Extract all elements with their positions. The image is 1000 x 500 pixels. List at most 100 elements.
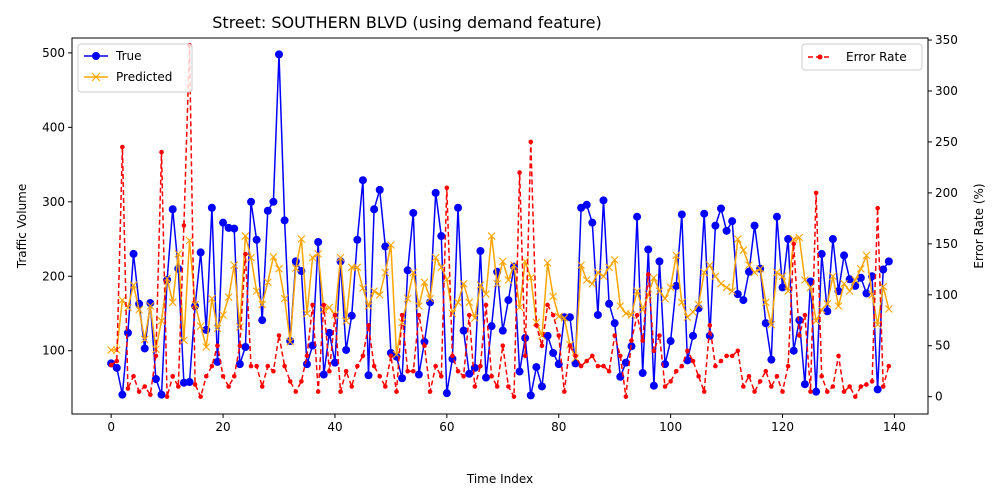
series-error-rate-point <box>724 353 729 359</box>
series-true-point <box>269 197 278 206</box>
series-error-rate-point <box>136 389 142 394</box>
series-error-rate-point <box>433 363 438 369</box>
series-predicted-point <box>168 298 177 307</box>
series-error-rate-point <box>472 384 478 389</box>
series-true-point <box>157 390 166 399</box>
series-predicted-point <box>219 311 227 319</box>
series-error-rate-point <box>707 323 713 328</box>
series-predicted-point <box>325 303 334 312</box>
series-error-rate-point <box>629 338 634 343</box>
series-error-rate-point <box>164 394 170 399</box>
series-error-rate-point <box>198 394 203 399</box>
series-error-rate-point <box>757 379 763 384</box>
series-error-rate-point <box>746 373 752 379</box>
series-error-rate-point <box>836 353 841 359</box>
series-true-point <box>565 313 574 322</box>
series-true-point <box>817 249 826 258</box>
series-error-rate-point <box>701 389 707 394</box>
series-true-point <box>778 283 787 292</box>
series-predicted-point <box>107 346 116 354</box>
series-error-rate-point <box>293 389 299 394</box>
series-predicted-point <box>661 294 669 303</box>
series-predicted-point <box>588 279 597 288</box>
series-true-point <box>795 316 804 325</box>
series-true-point <box>482 373 491 382</box>
series-true-point <box>353 235 362 244</box>
series-error-rate-point <box>243 251 248 257</box>
series-true-point <box>515 367 524 376</box>
series-error-rate-point <box>360 353 366 359</box>
series-true-point <box>235 360 244 369</box>
series-predicted-point <box>767 320 776 329</box>
series-true-point <box>767 355 776 364</box>
series-error-rate-point <box>153 353 159 359</box>
series-error-rate-point <box>612 333 617 338</box>
series-error-rate-point <box>780 389 785 394</box>
series-predicted-point <box>364 302 373 310</box>
series-predicted-point <box>823 299 832 308</box>
series-true-point <box>118 390 127 399</box>
series-error-rate-point <box>634 312 640 318</box>
series-predicted-point <box>549 292 558 301</box>
series-error-rate-point <box>371 363 377 369</box>
series-predicted-point <box>286 337 295 346</box>
y-tick-label: 300 <box>42 195 65 209</box>
series-true-point <box>112 363 121 372</box>
series-error-rate-point <box>813 190 819 196</box>
series-error-rate-point <box>226 384 231 389</box>
series-predicted-point <box>829 272 837 281</box>
series-error-rate-point <box>657 333 662 338</box>
series-predicted-point <box>263 278 272 287</box>
series-predicted-point <box>275 264 283 273</box>
series-error-rate-point <box>483 302 489 308</box>
series-predicted-point <box>739 246 748 255</box>
series-error-rate-point <box>522 353 528 359</box>
series-error-rate-point <box>500 343 506 349</box>
series-predicted-point <box>459 279 468 288</box>
series-error-rate-point <box>410 368 416 374</box>
series-predicted-point <box>873 320 882 329</box>
series-predicted-point <box>135 305 144 314</box>
y2-tick-label: 350 <box>935 33 958 47</box>
series-true-point <box>325 328 334 337</box>
series-true-point <box>599 196 608 205</box>
series-predicted-point <box>476 281 485 290</box>
series-true-point <box>398 374 407 383</box>
series-error-rate-point <box>399 312 405 318</box>
series-error-rate-point <box>713 363 718 369</box>
series-predicted-point <box>672 251 681 260</box>
series-predicted-point <box>812 317 820 325</box>
series-predicted-point <box>493 279 502 288</box>
series-true-point <box>633 212 642 221</box>
series-error-rate-point <box>662 384 668 389</box>
series-true-point <box>733 290 742 299</box>
series-error-rate-point <box>880 384 886 389</box>
series-predicted-point <box>851 276 860 284</box>
series-predicted-point <box>627 311 636 319</box>
series-error-rate-point <box>265 363 271 369</box>
series-predicted-point <box>202 343 211 351</box>
series-predicted-point <box>487 232 496 240</box>
series-predicted-point <box>700 268 709 277</box>
legend-right: Error Rate <box>801 43 923 71</box>
series-predicted-point <box>621 309 630 318</box>
series-error-rate-point <box>847 384 852 389</box>
series-predicted-point <box>840 279 848 288</box>
series-true-point <box>426 298 435 307</box>
series-true-point <box>280 216 289 225</box>
series-predicted-point <box>342 317 351 325</box>
series-true-point <box>129 249 138 258</box>
series-true-point <box>252 235 261 244</box>
series-predicted-point <box>543 258 552 267</box>
series-true-point <box>784 235 793 244</box>
series-predicted-point <box>605 263 613 272</box>
series-error-rate-point <box>601 363 606 369</box>
series-predicted-point <box>599 272 608 281</box>
series-true-point <box>437 232 446 241</box>
series-true-point <box>431 188 440 197</box>
series-predicted-point <box>560 314 569 322</box>
series-error-rate-point <box>774 373 780 379</box>
series-true-point <box>498 326 507 335</box>
series-true-point <box>823 307 832 316</box>
series-true-point <box>403 266 412 275</box>
